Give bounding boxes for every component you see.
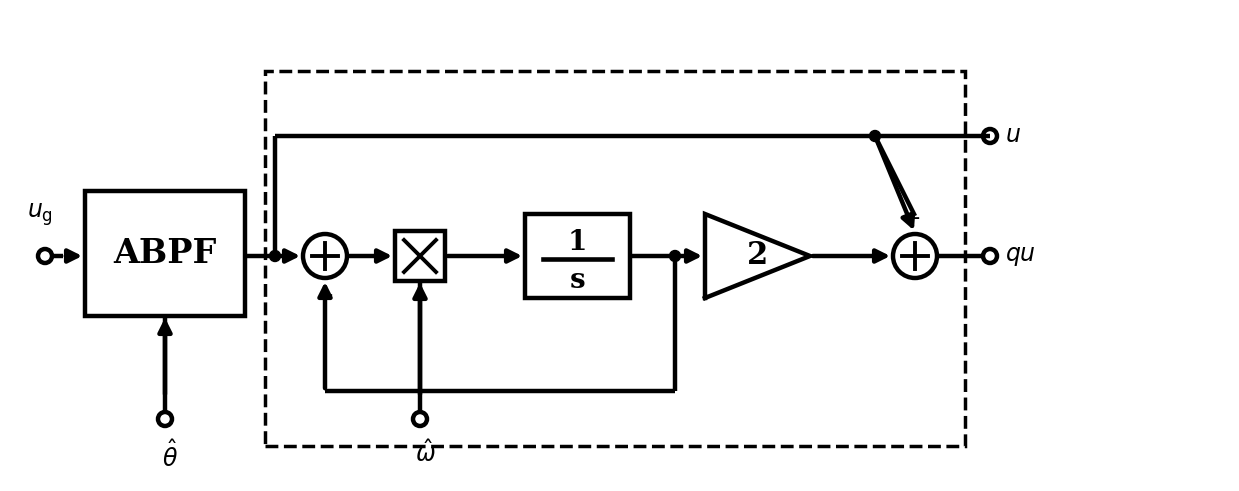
- FancyBboxPatch shape: [85, 191, 245, 316]
- Text: −: −: [321, 288, 333, 303]
- Circle shape: [669, 250, 680, 262]
- Text: 1: 1: [567, 229, 587, 256]
- Text: $u_{\mathrm{g}}$: $u_{\mathrm{g}}$: [27, 201, 53, 228]
- Text: $u$: $u$: [1005, 125, 1021, 147]
- FancyBboxPatch shape: [395, 231, 445, 281]
- Circle shape: [870, 131, 881, 141]
- Text: −: −: [908, 211, 921, 226]
- Text: ABPF: ABPF: [113, 237, 217, 270]
- Text: s: s: [570, 267, 585, 294]
- Text: 2: 2: [747, 241, 768, 272]
- Text: $\hat{\omega}$: $\hat{\omega}$: [415, 441, 435, 467]
- Circle shape: [270, 250, 280, 262]
- FancyBboxPatch shape: [525, 214, 629, 298]
- Text: $\hat{\theta}$: $\hat{\theta}$: [162, 441, 178, 472]
- Text: $qu$: $qu$: [1005, 245, 1036, 268]
